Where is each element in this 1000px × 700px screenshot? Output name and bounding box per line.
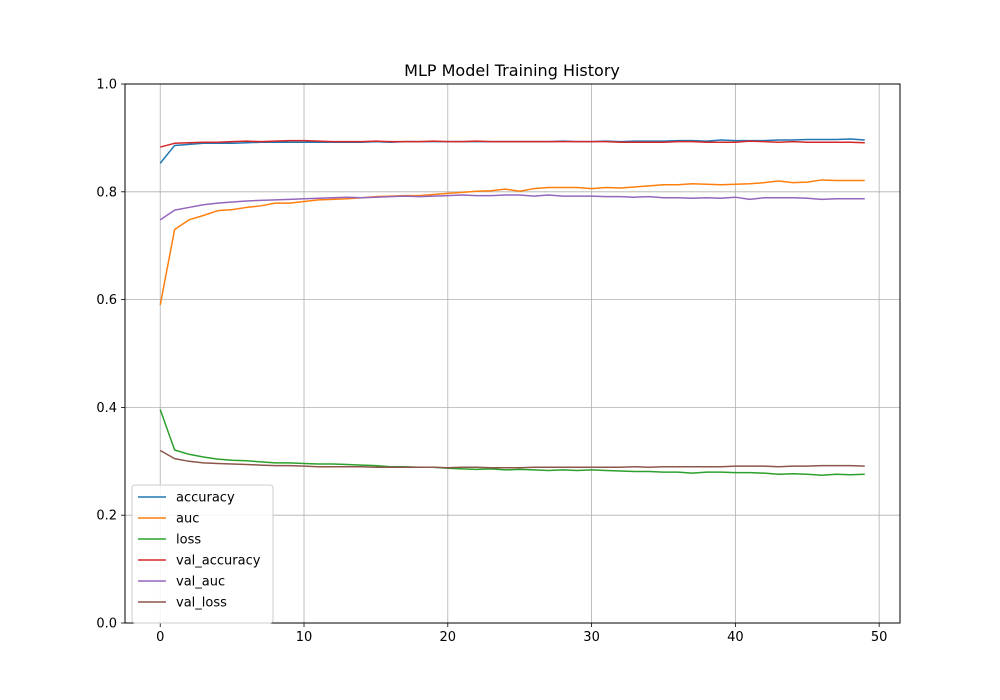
legend-label: auc bbox=[176, 512, 199, 527]
series-line-auc bbox=[159, 179, 865, 306]
x-tick-label: 10 bbox=[296, 630, 313, 645]
series-line-loss bbox=[159, 409, 865, 477]
x-tick-label: 30 bbox=[583, 630, 600, 645]
series-line-val-accuracy bbox=[160, 139, 865, 148]
axis-ticks: 0 10 20 30 40 50 0.0 0.2 0.4 0.6 0.8 1.0 bbox=[96, 78, 887, 646]
y-tick-label: 0.6 bbox=[96, 293, 117, 308]
y-tick-label: 0.8 bbox=[96, 185, 117, 200]
x-tick-label: 40 bbox=[727, 630, 744, 645]
x-tick-label: 0 bbox=[156, 630, 164, 645]
x-tick-label: 20 bbox=[440, 630, 457, 645]
legend-label: val_auc bbox=[176, 575, 225, 590]
y-tick-label: 0.4 bbox=[96, 401, 117, 416]
chart-title: MLP Model Training History bbox=[404, 61, 620, 80]
x-tick-label: 50 bbox=[871, 630, 888, 645]
legend-label: val_accuracy bbox=[176, 554, 261, 569]
legend-label: loss bbox=[176, 533, 201, 548]
plot-frame bbox=[124, 83, 901, 624]
y-tick-label: 1.0 bbox=[96, 78, 117, 93]
series-lines bbox=[159, 138, 865, 477]
series-line-val-auc bbox=[159, 194, 865, 221]
y-tick-label: 0.2 bbox=[96, 509, 117, 524]
legend-box bbox=[131, 484, 274, 624]
legend-label: accuracy bbox=[176, 491, 235, 506]
legend-label: val_loss bbox=[176, 596, 227, 611]
legend: accuracy auc loss val_accuracy val_auc val_lo… bbox=[131, 484, 274, 624]
y-tick-label: 0.0 bbox=[96, 617, 117, 632]
series-line-val-loss bbox=[159, 449, 865, 469]
